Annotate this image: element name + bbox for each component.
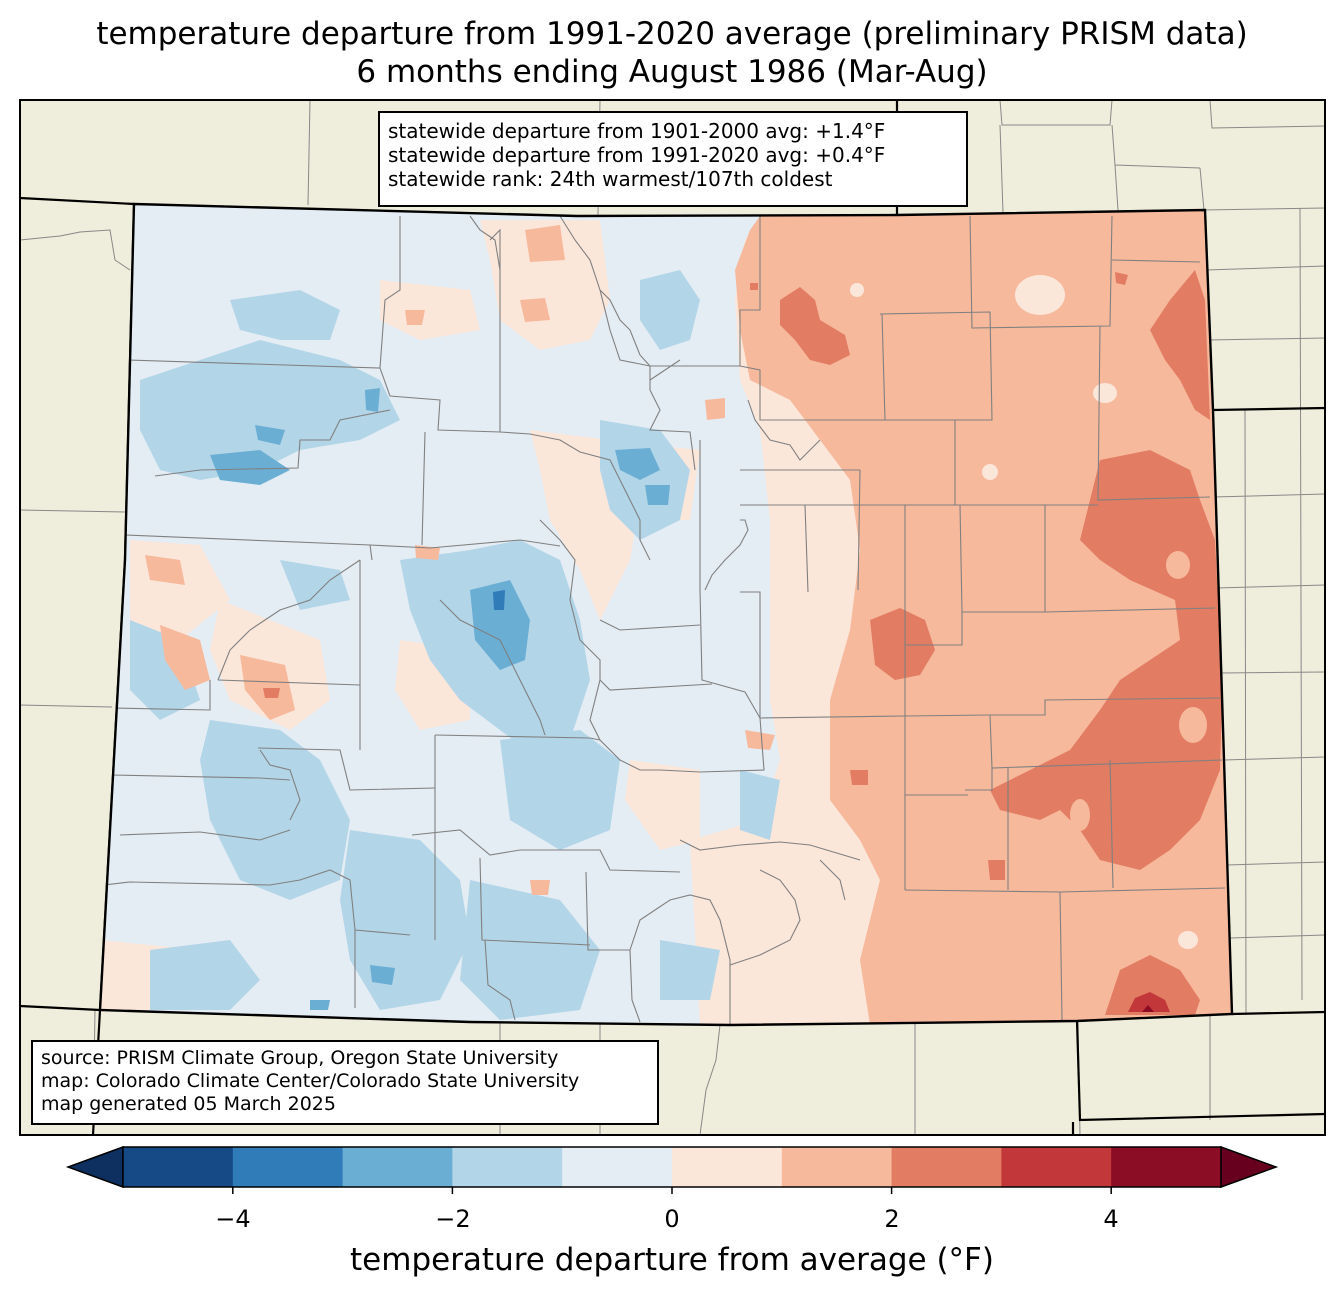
colorbar-bin — [781, 1147, 893, 1187]
colorbar-bin — [123, 1147, 234, 1187]
colorbar-bin — [1111, 1147, 1222, 1187]
colorbar-bin — [672, 1147, 783, 1187]
colorbar-tick-label: −4 — [215, 1205, 251, 1233]
colorbar-bin — [452, 1147, 563, 1187]
temperature-contours — [100, 210, 1232, 1025]
stats-departure-1991-2020: statewide departure from 1991-2020 avg: … — [388, 143, 886, 167]
stats-rank: statewide rank: 24th warmest/107th colde… — [388, 167, 833, 191]
statewide-stats-box: statewide departure from 1901-2000 avg: … — [378, 111, 968, 207]
county-lines — [103, 215, 1226, 1024]
map-credit-line: map: Colorado Climate Center/Colorado St… — [41, 1070, 580, 1092]
generated-date-line: map generated 05 March 2025 — [41, 1093, 336, 1115]
colorbar-over-arrow — [1220, 1145, 1279, 1189]
colorbar-tick-label: −2 — [435, 1205, 471, 1233]
map-title-line1: temperature departure from 1991-2020 ave… — [96, 16, 1248, 52]
source-line: source: PRISM Climate Group, Oregon Stat… — [41, 1047, 559, 1069]
source-box: source: PRISM Climate Group, Oregon Stat… — [31, 1040, 659, 1125]
colorbar-bin — [1001, 1147, 1112, 1187]
colorbar-bin — [891, 1147, 1002, 1187]
colorbar-bin — [562, 1147, 673, 1187]
colorbar-tick-label: 4 — [1103, 1205, 1119, 1233]
colorbar-bin — [342, 1147, 453, 1187]
colorbar-under-arrow — [65, 1145, 124, 1189]
colorbar — [65, 1145, 1279, 1194]
colorado-border — [98, 202, 1234, 1027]
colorbar-label: temperature departure from average (°F) — [350, 1242, 994, 1278]
colorbar-bin — [232, 1147, 344, 1187]
stats-departure-1901-2000: statewide departure from 1901-2000 avg: … — [388, 119, 886, 143]
colorbar-tick-label: 2 — [884, 1205, 900, 1233]
colorbar-tick-label: 0 — [664, 1205, 680, 1233]
map-frame — [19, 99, 1326, 1136]
map-title-line2: 6 months ending August 1986 (Mar-Aug) — [356, 54, 988, 90]
